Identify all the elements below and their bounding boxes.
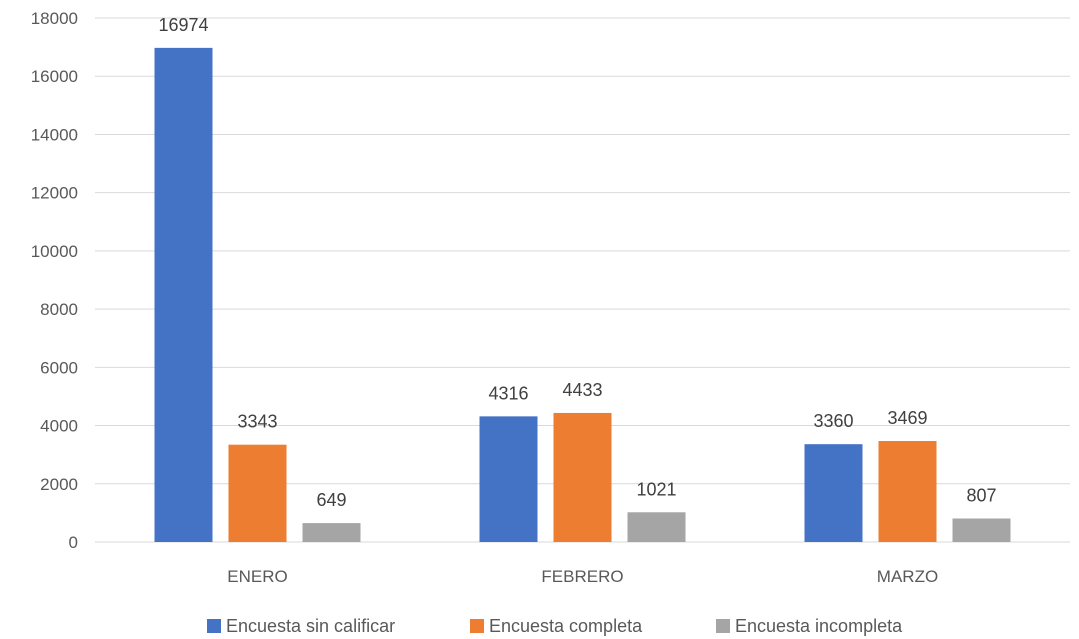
y-tick-label: 12000	[31, 184, 78, 203]
data-label: 4433	[562, 380, 602, 400]
x-axis-categories: ENERO FEBRERO MARZO	[227, 567, 938, 586]
legend-label: Encuesta completa	[489, 616, 643, 636]
legend-swatch	[716, 619, 730, 633]
y-axis-ticks: 0 2000 4000 6000 8000 10000 12000 14000 16000 180…	[31, 9, 78, 552]
bar	[553, 412, 612, 542]
data-label: 16974	[158, 15, 208, 35]
data-label: 4316	[488, 383, 528, 403]
data-label: 649	[316, 490, 346, 510]
legend-swatch	[470, 619, 484, 633]
bar	[479, 416, 538, 542]
y-tick-label: 14000	[31, 125, 78, 144]
x-category-label: ENERO	[227, 567, 287, 586]
legend-swatch	[207, 619, 221, 633]
data-label: 3360	[813, 411, 853, 431]
bars	[154, 47, 1011, 542]
y-tick-label: 16000	[31, 67, 78, 86]
x-category-label: MARZO	[877, 567, 938, 586]
data-labels: 16974 3343 649 4316 4433 1021 3360 3469 807	[158, 15, 996, 510]
bar	[154, 47, 213, 542]
legend-label: Encuesta incompleta	[735, 616, 903, 636]
y-tick-label: 0	[69, 533, 78, 552]
data-label: 3343	[237, 412, 277, 432]
y-tick-label: 8000	[40, 300, 78, 319]
bar	[627, 512, 686, 542]
y-tick-label: 10000	[31, 242, 78, 261]
bar	[804, 444, 863, 542]
x-category-label: FEBRERO	[541, 567, 623, 586]
y-tick-label: 4000	[40, 417, 78, 436]
y-tick-label: 6000	[40, 358, 78, 377]
bar	[952, 518, 1011, 542]
data-label: 1021	[636, 479, 676, 499]
data-label: 3469	[887, 408, 927, 428]
y-tick-label: 18000	[31, 9, 78, 28]
y-tick-label: 2000	[40, 475, 78, 494]
legend: Encuesta sin calificar Encuesta completa E…	[207, 616, 903, 636]
legend-label: Encuesta sin calificar	[226, 616, 395, 636]
bar	[878, 441, 937, 542]
data-label: 807	[966, 486, 996, 506]
bar	[228, 444, 287, 542]
bar	[302, 523, 361, 542]
